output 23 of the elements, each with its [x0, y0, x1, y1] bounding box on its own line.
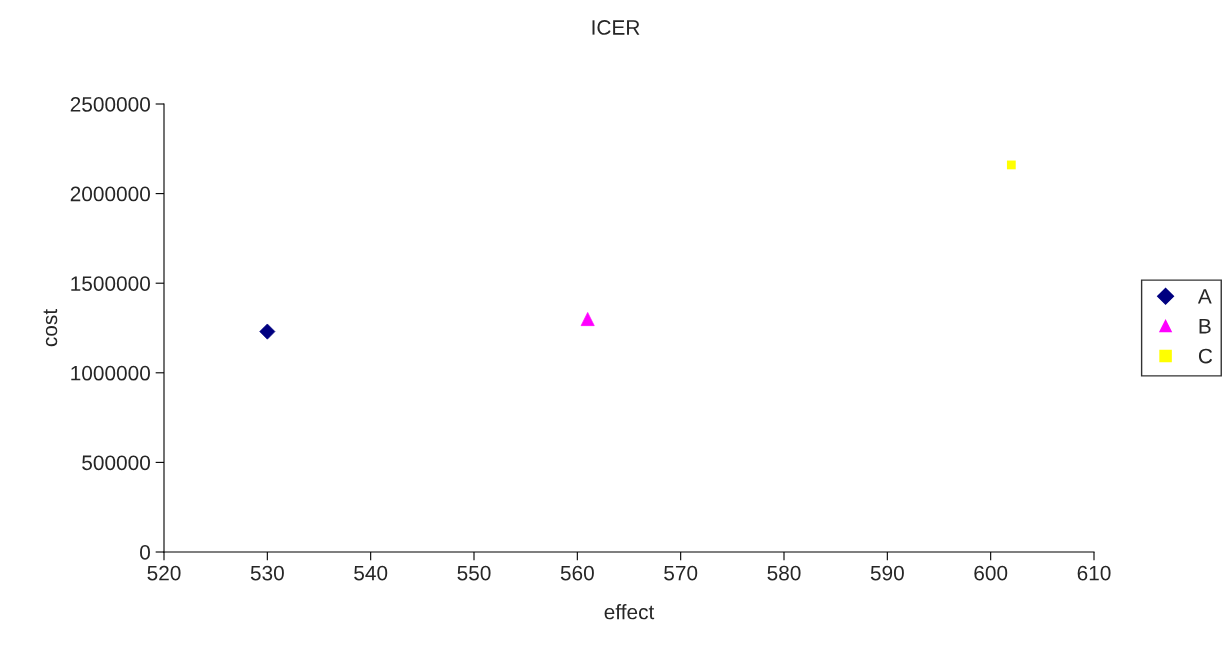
- point: [1006, 160, 1016, 170]
- x-tick-label: 560: [560, 565, 594, 581]
- x-tick-label: 610: [1077, 565, 1111, 581]
- x-tick-label: 590: [870, 565, 904, 581]
- y-axis-title: cost: [43, 309, 58, 347]
- y-tick-label: 0: [140, 545, 150, 560]
- x-tick-label: 520: [147, 565, 181, 581]
- chart-title: ICER: [592, 20, 640, 35]
- x-tick-label: 600: [974, 565, 1008, 581]
- y-tick-label: 2000000: [70, 186, 150, 202]
- x-tick-label: 540: [354, 565, 388, 581]
- x-tick-label: 550: [457, 565, 491, 581]
- y-tick-label: 500000: [82, 455, 150, 471]
- y-tick-label: 1000000: [71, 365, 150, 381]
- x-axis-title: effect: [604, 604, 655, 620]
- legend-label: A: [1197, 289, 1212, 304]
- legend-label: B: [1199, 319, 1211, 334]
- legend-label: C: [1198, 348, 1213, 364]
- y-tick-label: 1500000: [71, 276, 150, 291]
- x-tick-label: 570: [664, 565, 698, 581]
- x-tick-label: 530: [250, 565, 284, 581]
- y-tick-label: 2500000: [70, 97, 150, 112]
- x-tick-label: 580: [767, 565, 801, 581]
